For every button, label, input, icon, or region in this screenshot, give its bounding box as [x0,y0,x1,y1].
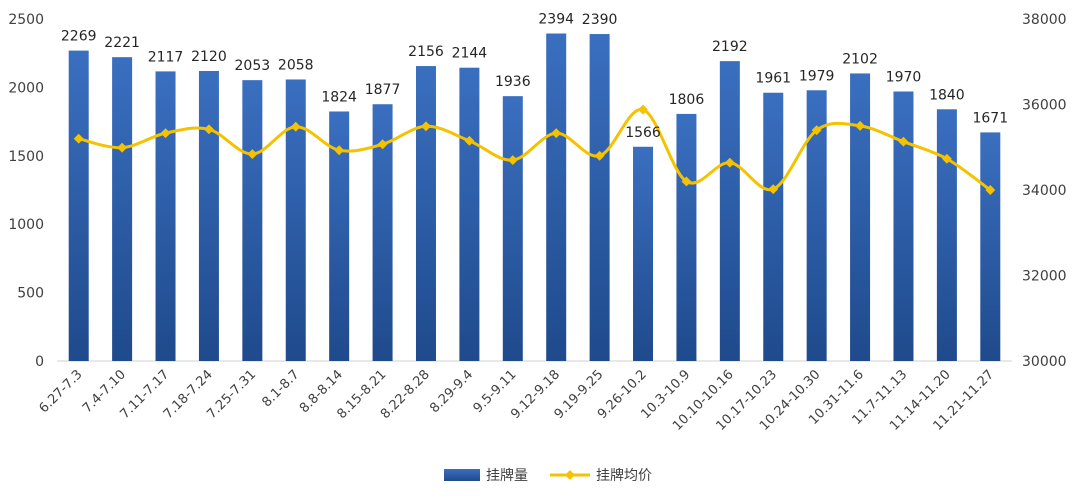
x-axis-category-label: 8.1-8.7 [259,367,302,410]
avg-price-point-8.15-8.21 [377,139,388,150]
bar-10.3-10.9 [676,113,697,361]
bar-value-label: 2058 [278,57,314,73]
bar-6.27-7.3 [68,50,89,361]
right-axis-tick-label: 32000 [1022,269,1067,285]
avg-price-point-6.27-7.3 [73,133,84,144]
right-axis-tick-label: 38000 [1022,12,1067,28]
avg-price-point-7.25-7.31 [247,149,258,160]
bar-10.24-10.30 [806,90,827,361]
x-axis-category-label: 8.29-9.4 [427,367,476,416]
avg-price-point-7.11-7.17 [160,128,171,139]
left-axis-tick-label: 1500 [8,149,44,165]
avg-price-point-9.12-9.18 [551,128,562,139]
avg-price-point-7.4-7.10 [117,142,128,153]
avg-price-point-8.8-8.14 [334,145,345,156]
x-axis-category-label: 6.27-7.3 [37,367,86,416]
legend: 挂牌量 挂牌均价 [444,467,652,484]
bar-value-label: 1566 [625,125,661,141]
left-axis-tick-label: 2500 [8,12,44,28]
bar-value-label: 2144 [452,46,488,62]
avg-price-point-10.10-10.16 [724,157,735,168]
bar-value-label: 1671 [972,110,1008,126]
bar-7.4-7.10 [112,57,133,361]
legend-label-line: 挂牌均价 [596,467,652,484]
avg-price-point-8.29-9.4 [464,135,475,146]
avg-price-line [78,108,992,192]
bar-10.31-11.6 [850,73,871,361]
bar-value-label: 2117 [148,49,184,65]
bar-8.8-8.14 [329,111,350,361]
bar-value-label: 1961 [755,71,791,87]
bar-value-label: 2269 [61,29,97,45]
left-axis-tick-label: 2000 [8,80,44,96]
legend-label-bar: 挂牌量 [486,467,528,484]
left-axis-tick-label: 0 [35,354,44,370]
bar-8.22-8.28 [415,66,436,361]
avg-price-point-7.18-7.24 [203,124,214,135]
bar-7.18-7.24 [198,70,219,361]
bar-9.12-9.18 [546,33,567,362]
avg-price-point-10.24-10.30 [811,125,822,136]
avg-price-point-10.31-11.6 [855,120,866,131]
bar-value-label: 2192 [712,39,748,55]
bar-9.19-9.25 [589,34,610,361]
left-axis-tick-label: 1000 [8,217,44,233]
bars [68,33,1001,362]
right-axis-tick-label: 34000 [1022,183,1067,199]
avg-price-point-11.21-11.27 [985,185,996,195]
legend-line-marker [565,470,575,480]
avg-price-point-11.14-11.20 [941,153,952,164]
bar-value-label: 2156 [408,44,444,60]
bar-10.10-10.16 [719,61,740,361]
bar-11.14-11.20 [936,109,957,362]
bar-value-label: 2394 [538,12,574,28]
avg-price-point-9.26-10.2 [638,104,648,115]
avg-price-point-11.7-11.13 [898,136,909,147]
bar-7.25-7.31 [242,80,263,361]
bar-value-label: 2120 [191,49,227,65]
avg-price-point-10.3-10.9 [681,176,692,187]
legend-bar-swatch [444,469,480,481]
bar-value-label: 1970 [886,70,922,86]
bar-value-label: 1806 [669,92,705,108]
line-series [73,104,996,195]
avg-price-point-10.17-10.23 [768,184,779,195]
bar-value-label: 1877 [365,82,401,98]
bar-value-label: 2390 [582,12,618,28]
bar-11.7-11.13 [893,91,914,361]
bar-value-label: 1840 [929,87,965,103]
bar-11.21-11.27 [980,132,1001,361]
data-labels: 2269 2221 2117 2120 2053 2058 1824 1877 2156 2144… [61,12,1008,141]
bar-10.17-10.23 [763,92,784,361]
bar-8.1-8.7 [285,79,306,361]
right-axis-tick-label: 30000 [1022,354,1067,370]
bar-value-label: 2102 [842,51,878,67]
bar-8.15-8.21 [372,104,393,361]
bar-value-label: 2053 [235,58,271,74]
bar-7.11-7.17 [155,71,176,361]
bar-9.26-10.2 [633,146,654,361]
bar-8.29-9.4 [459,67,480,361]
bar-value-label: 1936 [495,74,531,90]
left-axis-tick-label: 500 [17,286,44,302]
avg-price-point-9.19-9.25 [594,150,605,161]
bar-value-label: 1824 [321,89,357,105]
bar-value-label: 2221 [104,35,140,51]
bar-9.5-9.11 [502,96,523,361]
right-axis-tick-label: 36000 [1022,98,1067,114]
bar-value-label: 1979 [799,68,835,84]
